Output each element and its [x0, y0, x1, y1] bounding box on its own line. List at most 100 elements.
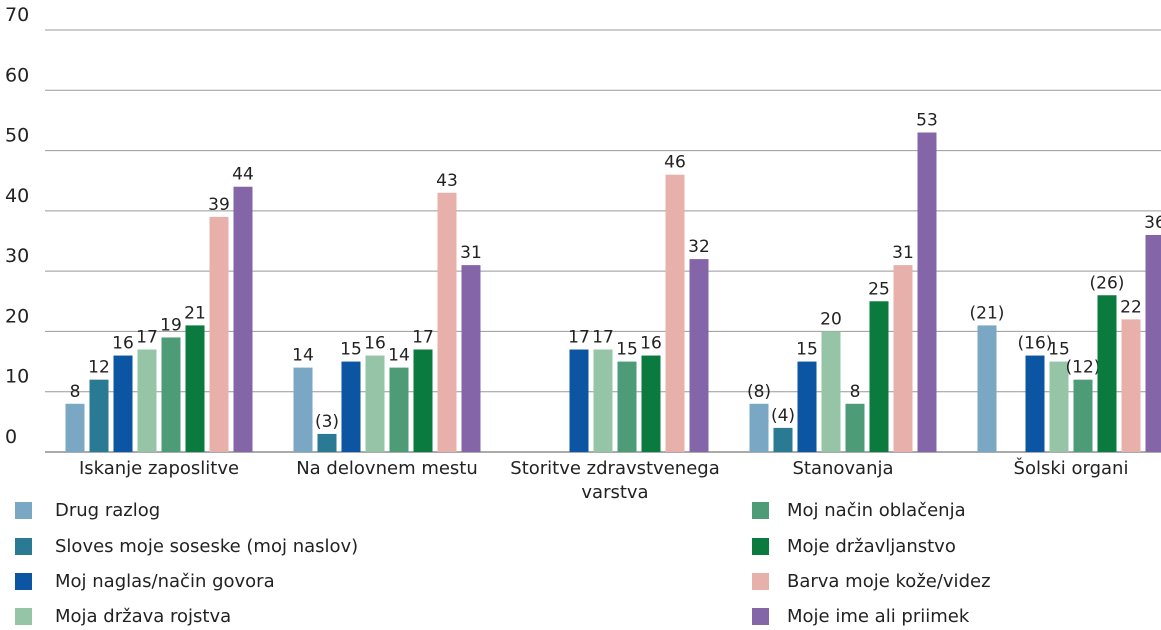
bar — [161, 337, 181, 452]
bar — [617, 361, 637, 452]
bar — [185, 325, 205, 452]
data-label: 14 — [292, 346, 314, 366]
bar — [365, 355, 385, 452]
x-tick-label: Stanovanja — [792, 458, 894, 479]
bar — [1049, 361, 1069, 452]
bar — [869, 301, 889, 452]
bar — [293, 367, 313, 452]
data-label: 19 — [160, 315, 182, 335]
data-label: (4) — [771, 406, 795, 426]
bar — [65, 403, 85, 452]
legend-item: Drug razlog — [15, 500, 160, 521]
legend-item: Moja država rojstva — [15, 606, 231, 627]
bar — [389, 367, 409, 452]
y-tick-label: 20 — [5, 305, 29, 327]
data-label: (8) — [747, 382, 771, 402]
legend-label: Moj naglas/način govora — [55, 571, 275, 592]
data-label: 15 — [796, 340, 818, 360]
data-label: 8 — [70, 382, 81, 402]
data-label: 31 — [892, 243, 914, 263]
bar — [773, 427, 793, 452]
y-tick-label: 0 — [5, 426, 17, 448]
legend-swatch — [752, 538, 769, 555]
data-label: 21 — [184, 303, 206, 323]
data-label: 25 — [868, 279, 890, 299]
legend-label: Drug razlog — [55, 500, 161, 521]
legend-swatch — [752, 502, 769, 519]
bar — [1025, 355, 1045, 452]
data-label: 17 — [412, 328, 434, 348]
legend-label: Barva moje kože/videz — [787, 571, 991, 592]
bar — [665, 174, 685, 452]
data-label: (3) — [315, 412, 339, 432]
legend-label: Moje državljanstvo — [787, 536, 956, 557]
x-tick-label: Na delovnem mestu — [296, 458, 478, 479]
data-label: 16 — [364, 334, 386, 354]
bar — [917, 132, 937, 452]
legend-item: Moje ime ali priimek — [752, 606, 969, 627]
bar — [1097, 295, 1117, 452]
legend-swatch — [752, 608, 769, 625]
data-label: 31 — [460, 243, 482, 263]
legend-label: Moje ime ali priimek — [787, 606, 970, 627]
data-label: 17 — [592, 328, 614, 348]
bar — [89, 379, 109, 452]
data-label: (12) — [1066, 358, 1101, 378]
data-label: 15 — [340, 340, 362, 360]
data-label: 12 — [88, 358, 110, 378]
x-tick-label: Šolski organi — [1013, 458, 1129, 479]
legend-label: Moja država rojstva — [55, 606, 232, 627]
data-label: 16 — [112, 334, 134, 354]
bar — [641, 355, 661, 452]
bar — [461, 265, 481, 452]
bar — [593, 349, 613, 452]
legend-swatch — [15, 502, 32, 519]
y-tick-label: 10 — [5, 366, 29, 388]
data-label: 46 — [664, 153, 686, 173]
bar — [821, 331, 841, 452]
bar — [977, 325, 997, 452]
bar — [233, 186, 253, 452]
bar — [1121, 319, 1141, 452]
legend-swatch — [15, 608, 32, 625]
y-tick-label: 70 — [5, 4, 29, 26]
data-label: 17 — [568, 328, 590, 348]
data-label: 8 — [850, 382, 861, 402]
legend-swatch — [15, 573, 32, 590]
data-label: 32 — [688, 237, 710, 257]
bar — [1073, 379, 1093, 452]
legend-item: Sloves moje soseske (moj naslov) — [15, 536, 358, 557]
data-label: 36 — [1144, 213, 1161, 233]
data-label: 14 — [388, 346, 410, 366]
bar — [317, 433, 337, 452]
legend-swatch — [752, 573, 769, 590]
bar — [689, 259, 709, 452]
bar — [749, 403, 769, 452]
bar — [797, 361, 817, 452]
bar — [137, 349, 157, 452]
data-label: (26) — [1090, 273, 1125, 293]
data-label: 20 — [820, 309, 842, 329]
legend-item: Moje državljanstvo — [752, 536, 956, 557]
data-label: (21) — [970, 303, 1005, 323]
data-label: 43 — [436, 171, 458, 191]
bar — [437, 192, 457, 452]
legend-item: Moj naglas/način govora — [15, 571, 275, 592]
x-tick-label: Iskanje zaposlitve — [78, 458, 240, 479]
legend-label: Moj način oblačenja — [787, 500, 966, 521]
data-label: 16 — [640, 334, 662, 354]
bar — [113, 355, 133, 452]
bar — [1145, 234, 1161, 452]
y-tick-label: 50 — [5, 125, 29, 147]
bar — [845, 403, 865, 452]
bar — [893, 265, 913, 452]
y-tick-label: 60 — [5, 64, 29, 86]
data-label: 39 — [208, 195, 230, 215]
data-label: 53 — [916, 110, 938, 130]
data-label: 44 — [232, 165, 254, 185]
bar — [341, 361, 361, 452]
legend-item: Moj način oblačenja — [752, 500, 966, 521]
data-label: 17 — [136, 328, 158, 348]
